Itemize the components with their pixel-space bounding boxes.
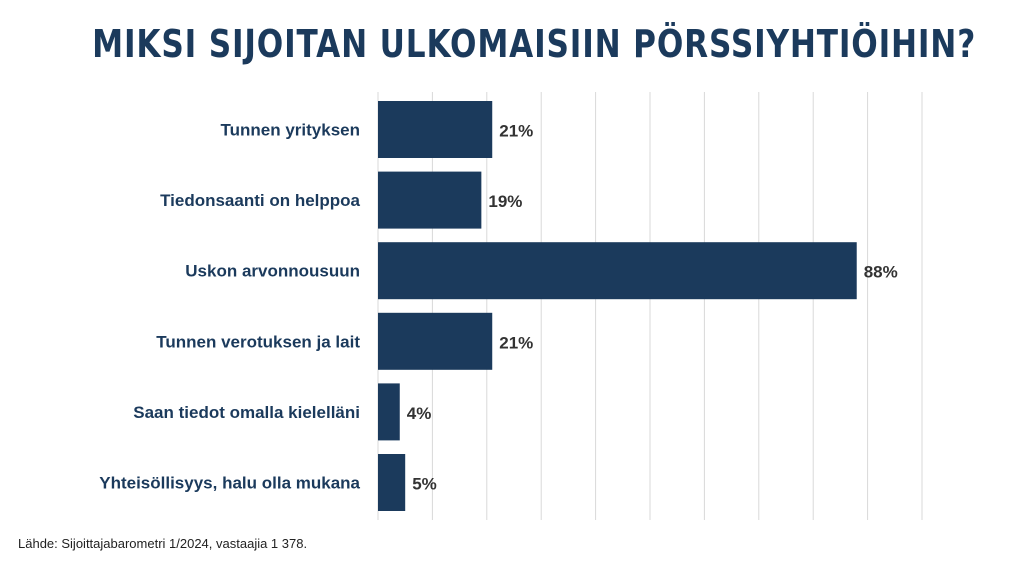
category-label: Saan tiedot omalla kielelläni [133,403,360,422]
bar [378,383,400,441]
data-label: 21% [499,333,533,352]
bar [378,242,857,300]
category-label: Uskon arvonnousuun [185,262,360,281]
data-label: 5% [412,475,437,494]
category-label: Yhteisöllisyys, halu olla mukana [99,474,360,493]
chart-title: MIKSI SIJOITAN ULKOMAISIIN PÖRSSIYHTIÖIH… [92,22,977,66]
category-label: Tiedonsaanti on helppoa [160,191,360,210]
data-label: 19% [488,192,522,211]
category-label: Tunnen yrityksen [221,121,361,140]
bar [378,171,482,229]
data-label: 4% [407,404,432,423]
source-note: Lähde: Sijoittajabarometri 1/2024, vasta… [18,536,308,551]
bar [378,101,493,158]
data-label: 88% [864,263,898,282]
bar [378,454,406,511]
data-label: 21% [499,122,533,141]
category-label: Tunnen verotuksen ja lait [156,332,360,351]
bar [378,312,493,370]
